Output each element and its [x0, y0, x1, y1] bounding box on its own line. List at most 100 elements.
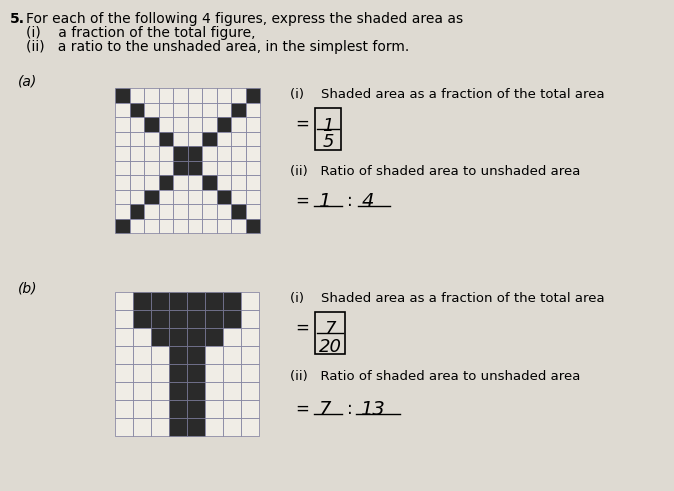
- Bar: [133, 292, 151, 310]
- Bar: [202, 204, 216, 218]
- Bar: [133, 418, 151, 436]
- Bar: [231, 218, 245, 233]
- Bar: [158, 117, 173, 132]
- Bar: [129, 146, 144, 161]
- Bar: [231, 117, 245, 132]
- Bar: [202, 161, 216, 175]
- Bar: [115, 418, 133, 436]
- Bar: [231, 88, 245, 103]
- Bar: [173, 175, 187, 190]
- Bar: [231, 161, 245, 175]
- Bar: [144, 218, 158, 233]
- Bar: [169, 310, 187, 328]
- Bar: [241, 418, 259, 436]
- Text: 20: 20: [319, 338, 342, 356]
- Bar: [158, 218, 173, 233]
- Bar: [158, 146, 173, 161]
- Bar: [187, 400, 205, 418]
- Bar: [245, 175, 260, 190]
- Bar: [169, 418, 187, 436]
- Bar: [187, 190, 202, 204]
- Bar: [241, 310, 259, 328]
- Bar: [245, 103, 260, 117]
- Bar: [187, 346, 205, 364]
- Bar: [315, 108, 341, 150]
- Bar: [223, 364, 241, 382]
- Bar: [129, 103, 144, 117]
- Bar: [216, 132, 231, 146]
- Text: =: =: [295, 192, 309, 210]
- Bar: [158, 190, 173, 204]
- Bar: [133, 346, 151, 364]
- Bar: [216, 204, 231, 218]
- Bar: [315, 312, 345, 354]
- Bar: [129, 132, 144, 146]
- Bar: [216, 88, 231, 103]
- Bar: [216, 161, 231, 175]
- Bar: [216, 175, 231, 190]
- Bar: [173, 132, 187, 146]
- Bar: [187, 310, 205, 328]
- Bar: [202, 88, 216, 103]
- Bar: [187, 382, 205, 400]
- Text: :: :: [347, 400, 353, 418]
- Bar: [205, 400, 223, 418]
- Bar: [187, 117, 202, 132]
- Bar: [129, 161, 144, 175]
- Bar: [158, 132, 173, 146]
- Text: 1: 1: [322, 117, 334, 135]
- Bar: [115, 103, 129, 117]
- Text: (i)    a fraction of the total figure,: (i) a fraction of the total figure,: [26, 26, 255, 40]
- Bar: [216, 117, 231, 132]
- Bar: [231, 175, 245, 190]
- Bar: [245, 117, 260, 132]
- Bar: [133, 400, 151, 418]
- Bar: [129, 88, 144, 103]
- Bar: [169, 382, 187, 400]
- Bar: [187, 204, 202, 218]
- Bar: [115, 175, 129, 190]
- Text: 4: 4: [362, 192, 374, 211]
- Bar: [187, 364, 205, 382]
- Bar: [231, 204, 245, 218]
- Text: 5: 5: [322, 133, 334, 151]
- Bar: [158, 88, 173, 103]
- Bar: [241, 292, 259, 310]
- Bar: [187, 146, 202, 161]
- Text: (a): (a): [18, 74, 37, 88]
- Bar: [173, 117, 187, 132]
- Bar: [241, 400, 259, 418]
- Bar: [187, 161, 202, 175]
- Text: =: =: [295, 400, 309, 418]
- Bar: [202, 103, 216, 117]
- Bar: [187, 88, 202, 103]
- Bar: [187, 132, 202, 146]
- Bar: [187, 292, 205, 310]
- Bar: [115, 146, 129, 161]
- Bar: [245, 218, 260, 233]
- Bar: [241, 382, 259, 400]
- Text: (i)    Shaded area as a fraction of the total area: (i) Shaded area as a fraction of the tot…: [290, 88, 605, 101]
- Bar: [115, 132, 129, 146]
- Bar: [173, 146, 187, 161]
- Bar: [231, 190, 245, 204]
- Text: 13: 13: [360, 400, 385, 419]
- Bar: [133, 310, 151, 328]
- Bar: [173, 161, 187, 175]
- Text: 5.: 5.: [10, 12, 25, 26]
- Bar: [187, 418, 205, 436]
- Bar: [205, 328, 223, 346]
- Bar: [231, 132, 245, 146]
- Bar: [231, 103, 245, 117]
- Bar: [202, 146, 216, 161]
- Text: For each of the following 4 figures, express the shaded area as: For each of the following 4 figures, exp…: [26, 12, 463, 26]
- Bar: [223, 292, 241, 310]
- Text: (i)    Shaded area as a fraction of the total area: (i) Shaded area as a fraction of the tot…: [290, 292, 605, 305]
- Bar: [202, 175, 216, 190]
- Bar: [144, 175, 158, 190]
- Bar: [173, 218, 187, 233]
- Bar: [223, 310, 241, 328]
- Bar: [151, 382, 169, 400]
- Bar: [151, 346, 169, 364]
- Bar: [241, 364, 259, 382]
